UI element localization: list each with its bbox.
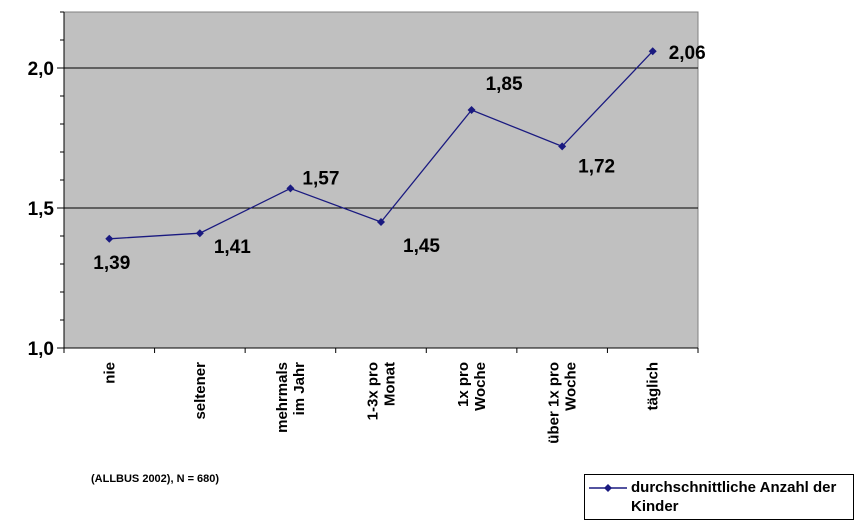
data-label: 1,85 [486,74,523,95]
data-point [648,47,657,56]
category-label: täglich [645,362,662,410]
legend-label: durchschnittliche Anzahl der Kinder [631,479,837,515]
data-label: 2,06 [669,43,706,64]
data-point [558,142,567,151]
category-label: Woche [472,362,489,411]
data-point [286,184,295,193]
y-tick-label: 1,5 [28,199,55,220]
category-label: Monat [382,362,399,406]
category-label: 1x pro [455,362,472,407]
data-label: 1,45 [403,236,440,257]
y-tick-label: 2,0 [28,59,54,80]
data-label: 1,41 [214,237,251,258]
category-label: Woche [563,362,580,411]
data-point [467,106,476,114]
legend-swatch-icon [589,484,627,492]
category-label: seltener [192,362,209,420]
data-point [105,234,114,243]
y-tick-label: 1,0 [28,339,54,360]
category-label: mehrmals [274,362,291,433]
data-label: 1,39 [93,253,130,274]
data-point [195,229,204,238]
category-label: 1-3x pro [365,362,382,420]
legend: durchschnittliche Anzahl der Kinder [584,474,854,520]
category-label: im Jahr [291,362,308,416]
plot-area [63,11,699,349]
source-note: (ALLBUS 2002), N = 680) [91,473,220,485]
data-label: 1,57 [302,168,339,189]
category-label: über 1x pro [546,362,563,444]
category-label: nie [101,362,118,384]
data-label: 1,72 [578,156,615,177]
data-point [377,218,385,226]
